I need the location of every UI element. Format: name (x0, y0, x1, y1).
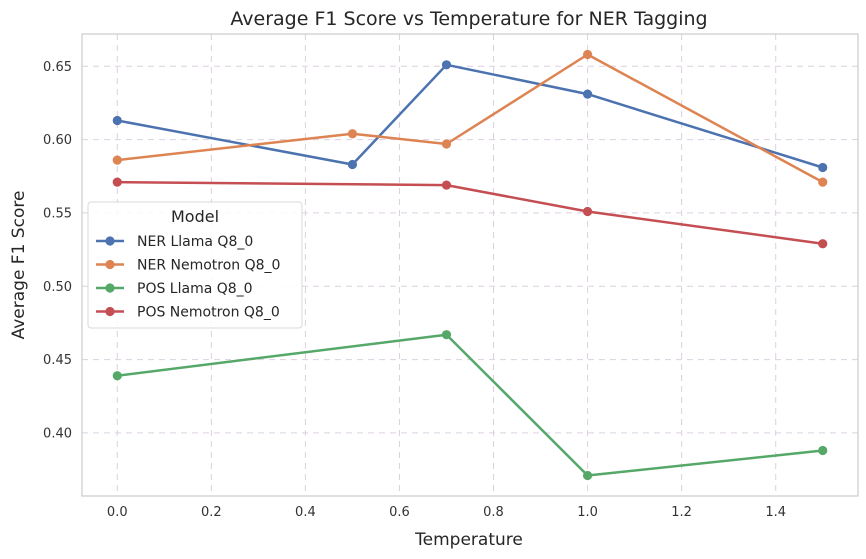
y-axis-label: Average F1 Score (9, 191, 29, 340)
data-point (582, 49, 593, 60)
data-point (112, 177, 122, 187)
data-point (112, 115, 122, 126)
data-point (818, 239, 828, 249)
data-point (582, 470, 593, 481)
data-point (582, 206, 593, 217)
series-layer (112, 49, 828, 481)
data-point (441, 60, 452, 70)
tick-labels: 0.0 0.2 0.4 0.6 0.8 1.0 1.2 1.4 0.40 0.45 0.50 0.55… (43, 60, 786, 520)
series-0 (112, 60, 828, 173)
data-point (582, 89, 593, 99)
plot-area-frame (81, 33, 859, 497)
legend-label: NER Llama Q8_0 (137, 234, 253, 250)
legend-swatch-marker (105, 306, 115, 317)
legend-label: NER Nemotron Q8_0 (137, 258, 280, 274)
series-3 (112, 177, 828, 249)
legend-label: POS Llama Q8_0 (137, 281, 253, 297)
data-point (112, 371, 122, 381)
data-point (112, 155, 122, 165)
series-line (117, 63, 824, 169)
x-tick-label: 1.0 (577, 505, 598, 520)
legend-box (87, 201, 303, 329)
x-tick-label: 0.8 (483, 505, 504, 520)
data-point (347, 129, 358, 139)
series-1 (112, 49, 828, 187)
x-tick-label: 1.4 (765, 505, 786, 520)
legend: Model NER Llama Q8_0 NER Nemotron Q8_0 POS… (87, 201, 303, 329)
y-tick-label: 0.65 (43, 60, 72, 75)
series-line (117, 333, 823, 477)
legend-item: NER Nemotron Q8_0 (96, 258, 280, 274)
data-point (818, 162, 828, 173)
series-line (117, 180, 823, 245)
x-tick-label: 0.0 (107, 505, 128, 520)
legend-title: Model (171, 207, 219, 226)
data-point (441, 330, 452, 340)
data-point (818, 177, 828, 187)
data-point (347, 159, 358, 170)
legend-label: POS Nemotron Q8_0 (137, 305, 280, 321)
data-point (818, 445, 828, 456)
legend-swatch-marker (105, 283, 115, 293)
y-tick-label: 0.55 (43, 206, 72, 221)
legend-item: POS Nemotron Q8_0 (96, 305, 280, 321)
legend-item: NER Llama Q8_0 (96, 234, 253, 250)
series-2 (112, 330, 828, 481)
y-tick-label: 0.50 (43, 280, 72, 295)
x-axis-label: Temperature (414, 530, 523, 550)
legend-swatch-marker (105, 236, 115, 246)
chart-title: Average F1 Score vs Temperature for NER … (230, 8, 707, 30)
x-tick-label: 0.2 (201, 505, 222, 520)
legend-item: POS Llama Q8_0 (96, 281, 253, 297)
x-tick-label: 1.2 (671, 505, 692, 520)
y-tick-label: 0.60 (43, 133, 72, 148)
data-point (441, 139, 452, 149)
x-tick-label: 0.4 (295, 505, 316, 520)
data-point (441, 180, 452, 190)
series-line (117, 53, 824, 184)
y-tick-label: 0.40 (43, 426, 72, 441)
legend-swatch-marker (105, 259, 115, 270)
x-tick-label: 0.6 (389, 505, 410, 520)
y-tick-label: 0.45 (43, 353, 72, 368)
